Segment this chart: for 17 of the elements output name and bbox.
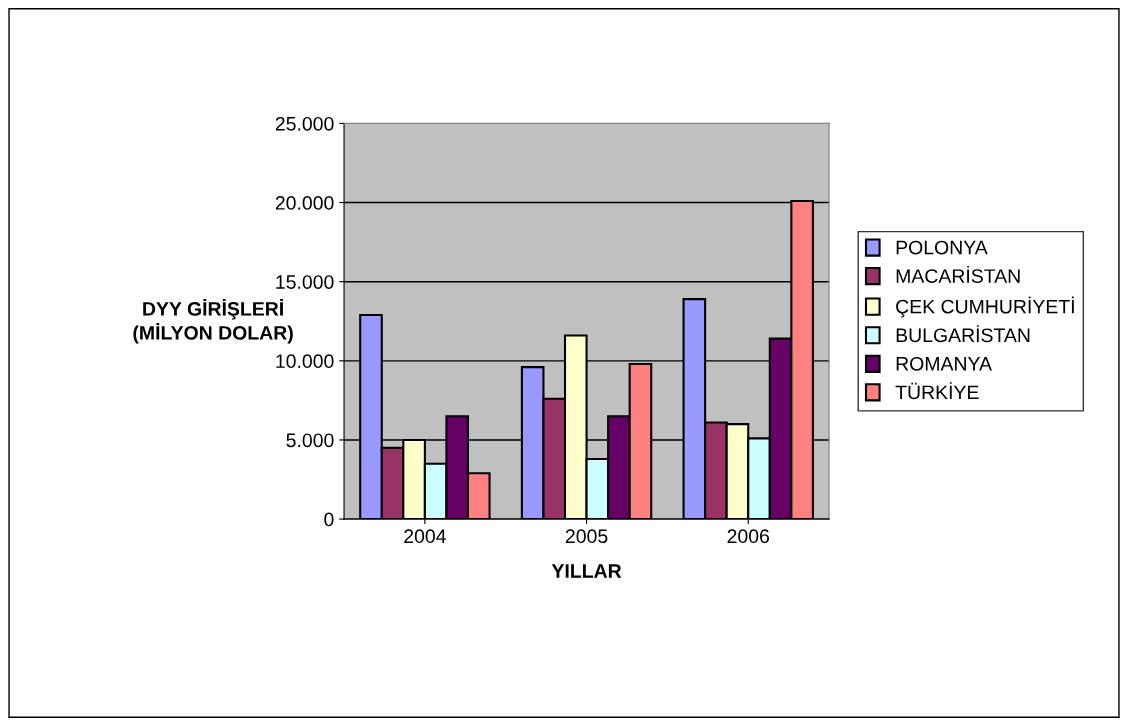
legend-label: MACARİSTAN — [896, 265, 1020, 283]
y-tick-label: 25.000 — [275, 116, 334, 131]
legend-label: ÇEK CUMHURİYETİ — [896, 296, 1074, 318]
x-tick-label: 2004 — [404, 529, 446, 544]
y-tick-label: 0 — [324, 512, 334, 527]
legend-label: ROMANYA — [896, 356, 992, 371]
legend-label: POLONYA — [896, 240, 988, 255]
x-tick-label: 2006 — [727, 529, 770, 544]
x-tick-label: 2005 — [565, 529, 608, 544]
legend-label: BULGARİSTAN — [896, 325, 1030, 343]
y-tick-label: 5.000 — [286, 433, 334, 448]
legend-label: TÜRKİYE — [895, 382, 979, 400]
y-tick-label: 10.000 — [276, 354, 334, 369]
x-axis-title: YILLAR — [551, 564, 622, 578]
y-tick-label: 15.000 — [276, 275, 334, 289]
y-axis-title: DYY GİRİŞLERİ (MİLYON DOLAR) — [133, 298, 293, 344]
y-tick-label: 20.000 — [275, 196, 334, 210]
